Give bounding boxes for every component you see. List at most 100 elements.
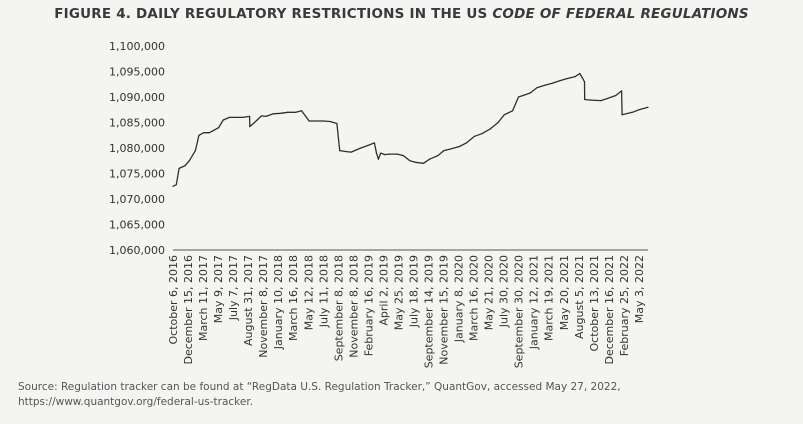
data-point [346,151,348,153]
data-point [373,142,375,144]
data-point [194,150,196,152]
data-point [443,150,445,152]
data-point [188,160,190,162]
y-tick-label: 1,070,000 [109,193,165,206]
x-tick-label: September 30, 2020 [513,255,526,368]
x-tick-label: March 19, 2021 [543,255,556,341]
data-point [409,160,411,162]
data-point [489,128,491,130]
figure-title: FIGURE 4. DAILY REGULATORY RESTRICTIONS … [0,6,803,22]
y-tick-label: 1,075,000 [109,168,165,181]
data-point [218,127,220,129]
data-point [465,142,467,144]
series-line [172,72,649,187]
x-tick-label: September 14, 2019 [423,255,436,368]
y-tick-label: 1,060,000 [109,244,165,257]
data-point [631,111,634,113]
data-point [295,111,297,113]
x-tick-label: November 15, 2019 [438,255,451,365]
data-point [260,115,263,117]
data-point [388,153,390,155]
x-tick-label: January 10, 2018 [272,255,285,350]
data-point [396,153,398,155]
data-point [301,110,303,112]
data-point [228,116,231,118]
data-point [517,96,520,98]
data-point [590,99,592,101]
data-point [203,132,205,134]
data-point [422,162,425,164]
data-point [449,148,452,150]
data-point [360,147,362,149]
data-point [615,94,617,97]
data-point [511,110,514,112]
y-tick-label: 1,100,000 [109,40,165,53]
data-point [236,116,238,118]
x-tick-label: May 12, 2018 [302,255,315,330]
data-point [265,115,267,117]
data-point [437,155,439,157]
data-point [249,126,251,128]
data-point [242,116,244,118]
data-point [536,87,538,89]
data-point [621,90,623,92]
data-point [481,133,483,135]
data-point [184,165,186,167]
data-point [402,155,404,157]
y-tick-label: 1,065,000 [109,219,165,232]
x-tick-label: December 16, 2021 [603,255,616,365]
x-tick-label: July 18, 2019 [408,255,421,328]
data-point [287,111,289,113]
data-point [621,114,623,116]
x-tick-label: November 8, 2018 [347,255,360,358]
y-tick-label: 1,095,000 [109,66,165,79]
x-tick-label: March 16, 2020 [468,255,481,341]
data-point [249,115,251,117]
x-tick-label: July 7, 2017 [227,255,240,321]
data-point [497,121,499,124]
data-point [503,114,505,116]
x-tick-label: July 11, 2018 [317,255,330,328]
y-tick-label: 1,085,000 [109,117,165,130]
data-point [375,152,378,154]
data-point [178,167,180,169]
data-point [559,80,561,82]
data-point [198,134,200,136]
x-tick-label: August 31, 2017 [242,255,255,346]
data-point [336,122,338,125]
data-point [579,72,581,75]
x-tick-label: October 13, 2021 [588,255,601,352]
data-point [566,78,568,80]
data-point [584,98,586,101]
x-tick-label: October 6, 2016 [167,255,180,345]
figure-title-emphasis: CODE OF FEDERAL REGULATIONS [492,6,749,22]
data-point [380,152,382,154]
data-point [428,158,431,160]
x-tick-label: February 25, 2022 [618,255,631,356]
data-point [222,119,224,121]
x-tick-label: May 9, 2017 [212,255,225,323]
data-point [638,109,640,111]
x-tick-label: January 8, 2020 [453,255,466,343]
source-note: Source: Regulation tracker can be found … [18,381,621,408]
data-point [208,132,210,134]
x-tick-label: July 30, 2020 [498,255,511,328]
x-tick-label: December 15, 2016 [182,255,195,365]
data-point [329,120,331,123]
data-point [272,113,274,115]
y-axis: 1,060,000 1,065,000 1,070,000 1,075,000 1,08… [109,40,165,257]
data-point [523,94,526,96]
data-point [474,135,476,137]
data-point [551,82,553,84]
x-tick-label: April 2, 2019 [377,255,390,326]
data-point [308,120,310,122]
data-point [574,76,576,78]
data-point [350,151,352,153]
x-tick-label: May 3, 2022 [633,255,646,323]
y-tick-label: 1,080,000 [109,142,165,155]
x-tick-label: January 12, 2021 [528,255,541,350]
data-point [606,97,609,100]
data-point [367,144,369,146]
x-tick-label: May 20, 2021 [558,255,571,330]
data-point [313,120,315,122]
